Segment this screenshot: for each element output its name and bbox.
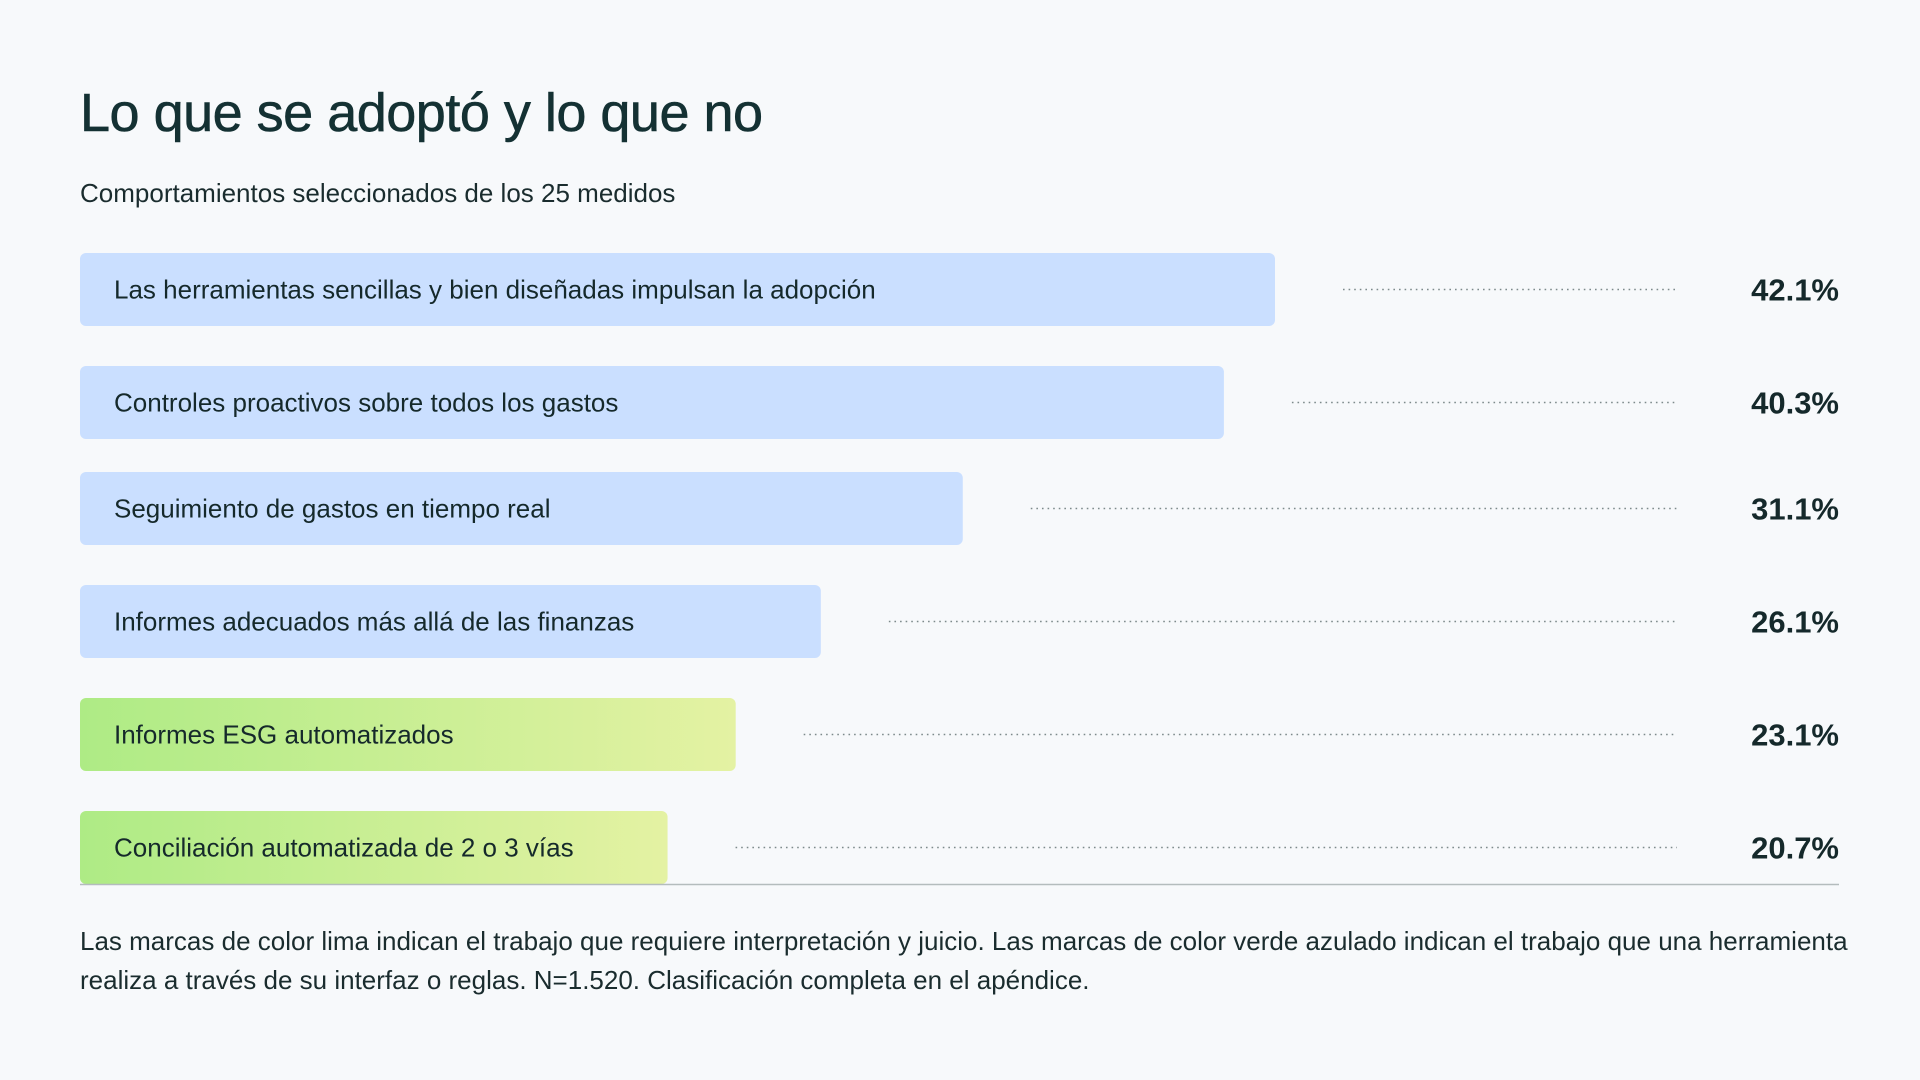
bar-category-label: Informes adecuados más allá de las finan… (114, 607, 634, 637)
chart-footnote: Las marcas de color lima indican el trab… (80, 926, 1848, 995)
bar-value-label: 20.7% (1751, 831, 1839, 866)
bar-value-label: 31.1% (1751, 492, 1839, 527)
chart-title: Lo que se adoptó y lo que no (80, 83, 764, 144)
bar-category-label: Controles proactivos sobre todos los gas… (114, 388, 618, 418)
bar-category-label: Las herramientas sencillas y bien diseña… (114, 275, 876, 305)
bar-value-label: 40.3% (1751, 386, 1839, 421)
bar-value-label: 42.1% (1751, 273, 1839, 308)
bar-category-label: Informes ESG automatizados (114, 720, 454, 750)
bar-category-label: Seguimiento de gastos en tiempo real (114, 494, 551, 524)
bar-category-label: Conciliación automatizada de 2 o 3 vías (114, 833, 574, 863)
bar (80, 585, 821, 658)
bar (80, 698, 736, 771)
bar (80, 253, 1275, 326)
chart-subtitle: Comportamientos seleccionados de los 25 … (80, 178, 676, 208)
bar (80, 366, 1224, 439)
bar (80, 811, 668, 884)
bar-chart: Las herramientas sencillas y bien diseña… (80, 253, 1839, 886)
bar-value-label: 23.1% (1751, 718, 1839, 753)
bar-value-label: 26.1% (1751, 605, 1839, 640)
bar (80, 472, 963, 545)
